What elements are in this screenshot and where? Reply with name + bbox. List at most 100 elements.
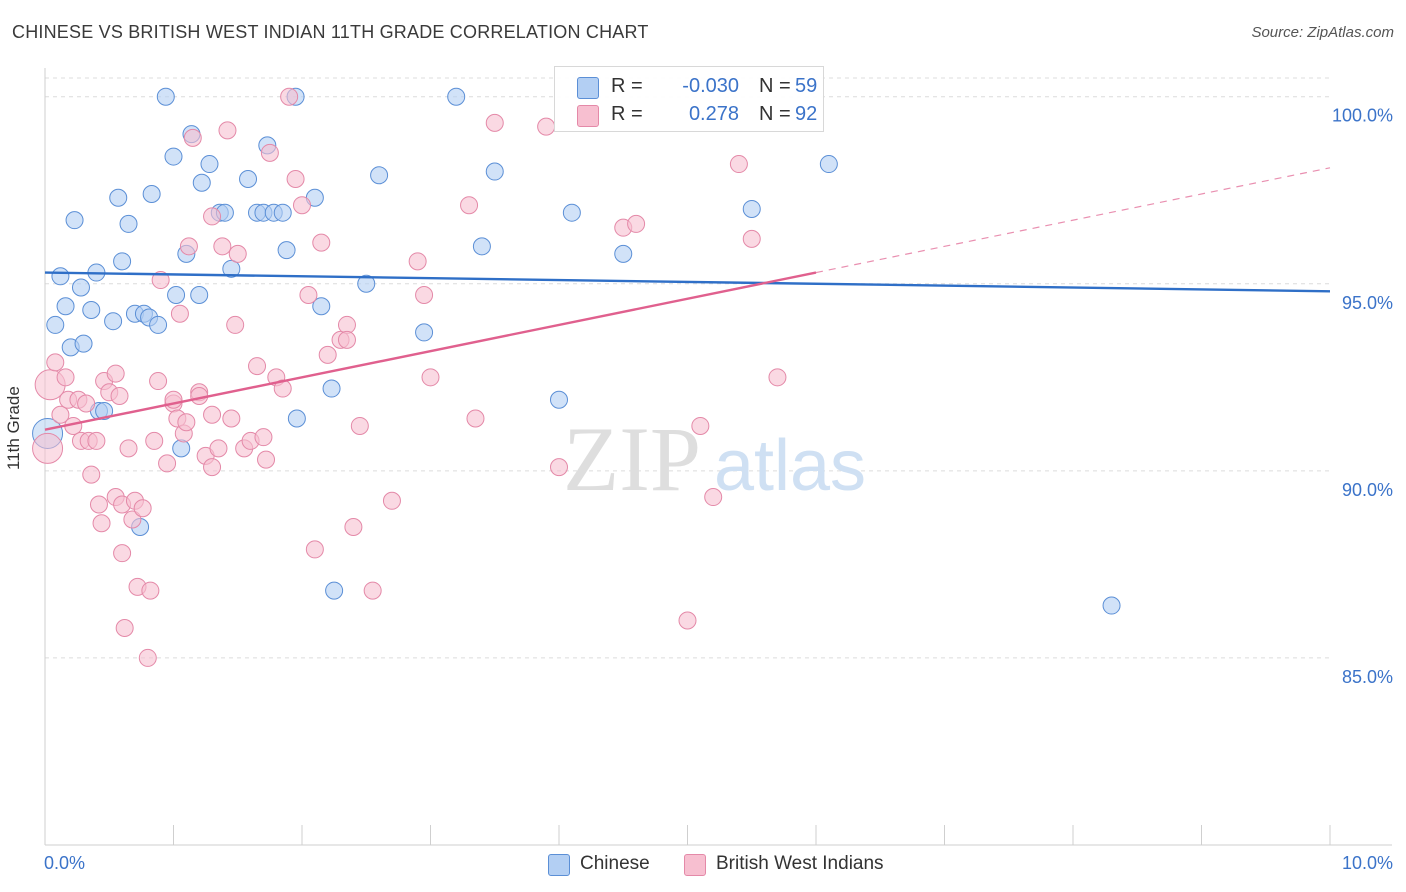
point-bwi-68	[350, 416, 369, 435]
point-bwi-78	[550, 458, 568, 477]
point-bwi-63	[312, 233, 331, 252]
point-chinese-48	[447, 87, 466, 106]
legend-swatch-chinese	[577, 77, 599, 99]
point-chinese-55	[819, 155, 838, 174]
point-bwi-42	[203, 458, 222, 477]
n-value: 92	[795, 103, 818, 125]
tick-labels: 100.0% 95.0% 90.0% 85.0% 0.0% 10.0%	[44, 106, 1393, 873]
point-bwi-47	[222, 409, 241, 428]
chart-source: Source: ZipAtlas.com	[1251, 24, 1394, 41]
point-bwi-85	[742, 229, 761, 248]
point-chinese-14	[119, 214, 138, 233]
point-bwi-62	[305, 540, 324, 559]
point-bwi-69	[363, 581, 382, 600]
point-bwi-76	[485, 113, 504, 132]
chart-title: CHINESE VS BRITISH WEST INDIAN 11TH GRAD…	[12, 22, 649, 42]
point-bwi-30	[149, 372, 168, 391]
point-chinese-26	[190, 286, 209, 305]
point-bwi-61	[299, 286, 318, 305]
point-bwi-31	[151, 271, 170, 290]
point-bwi-81	[678, 611, 697, 630]
y-tick-label-1: 95.0%	[1342, 293, 1393, 313]
point-chinese-51	[550, 390, 568, 409]
point-bwi-4	[56, 368, 75, 387]
point-chinese-1	[46, 315, 65, 334]
point-bwi-52	[248, 357, 267, 376]
y-tick-label-3: 85.0%	[1342, 667, 1393, 687]
point-bwi-67	[344, 517, 363, 536]
x-tick-label-0: 0.0%	[44, 853, 85, 873]
point-bwi-26	[133, 499, 152, 518]
y-tick-label-2: 90.0%	[1342, 480, 1393, 500]
gridlines	[45, 77, 1330, 659]
point-bwi-44	[209, 439, 228, 458]
point-bwi-37	[177, 413, 196, 432]
point-bwi-9	[77, 394, 96, 413]
stats-legend: R = -0.030 N = 59 R = 0.278 N = 92	[554, 66, 824, 132]
point-bwi-23	[123, 510, 142, 529]
y-axis-label: 11th Grade	[4, 386, 23, 470]
watermark-zip: ZIP	[563, 408, 701, 510]
point-bwi-66	[337, 315, 356, 334]
series-legend: Chinese British West Indians	[0, 852, 1406, 878]
point-chinese-31	[222, 259, 241, 278]
legend-swatch-bwi	[684, 854, 706, 876]
point-bwi-90	[337, 330, 356, 349]
point-chinese-23	[172, 439, 191, 458]
r-value: -0.030	[682, 75, 739, 97]
point-bwi-21	[115, 618, 134, 637]
point-bwi-49	[228, 244, 247, 263]
point-chinese-49	[472, 237, 491, 256]
point-chinese-10	[95, 401, 114, 420]
point-bwi-20	[113, 544, 132, 563]
point-bwi-58	[280, 87, 299, 106]
point-bwi-0	[32, 432, 64, 464]
point-bwi-72	[415, 286, 434, 305]
trend-line-bwi	[44, 271, 817, 431]
point-chinese-56	[1102, 596, 1121, 615]
point-chinese-22	[167, 286, 186, 305]
point-bwi-46	[218, 121, 237, 140]
legend-label-bwi: British West Indians	[716, 853, 884, 874]
point-chinese-43	[322, 379, 341, 398]
point-chinese-40	[287, 409, 306, 428]
r-label: R =	[611, 75, 643, 97]
point-bwi-82	[691, 416, 710, 435]
point-bwi-71	[408, 252, 427, 271]
point-bwi-54	[257, 450, 276, 469]
legend-swatch-bwi	[577, 105, 599, 127]
point-bwi-80	[627, 214, 646, 233]
point-bwi-64	[318, 345, 337, 364]
point-bwi-83	[704, 488, 723, 507]
point-bwi-22	[119, 439, 138, 458]
point-bwi-35	[170, 304, 189, 323]
legend-label-chinese: Chinese	[580, 853, 650, 874]
point-bwi-77	[537, 117, 556, 136]
point-chinese-19	[149, 315, 168, 334]
point-bwi-2	[46, 353, 65, 372]
point-bwi-48	[226, 315, 245, 334]
point-bwi-84	[729, 155, 748, 174]
point-chinese-11	[104, 312, 123, 331]
point-chinese-52	[562, 203, 581, 222]
point-chinese-50	[485, 162, 504, 181]
point-chinese-3	[56, 297, 75, 316]
point-bwi-55	[260, 143, 279, 162]
point-chinese-58	[74, 334, 93, 353]
point-bwi-75	[466, 409, 485, 428]
point-bwi-74	[460, 196, 479, 215]
point-chinese-6	[71, 278, 90, 297]
point-chinese-53	[614, 244, 633, 263]
point-bwi-60	[293, 196, 311, 215]
point-bwi-43	[203, 405, 222, 424]
point-bwi-45	[213, 237, 232, 256]
point-bwi-29	[145, 431, 164, 450]
point-bwi-86	[768, 368, 787, 387]
r-value: 0.278	[688, 103, 739, 125]
n-value: 59	[795, 75, 818, 97]
point-bwi-89	[203, 207, 222, 226]
point-bwi-38	[179, 237, 198, 256]
point-bwi-18	[110, 387, 129, 406]
y-tick-label-0: 100.0%	[1332, 106, 1393, 126]
